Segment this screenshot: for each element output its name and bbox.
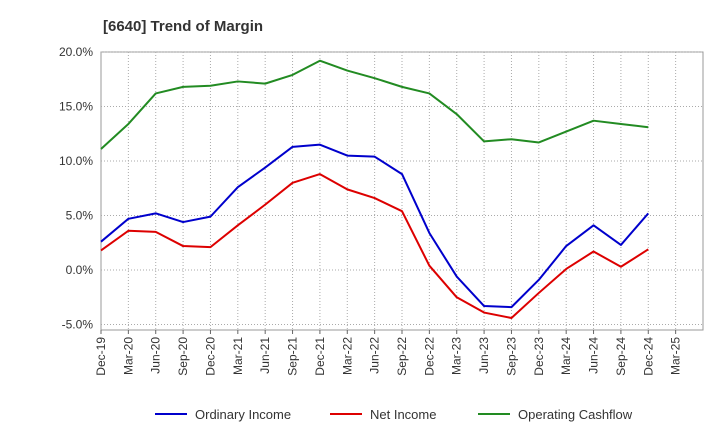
x-tick-label: Dec-20	[203, 337, 217, 376]
x-tick-label: Jun-22	[368, 337, 382, 374]
x-tick-label: Jun-24	[587, 337, 601, 374]
x-tick-label: Mar-22	[340, 337, 354, 375]
y-tick-label: 15.0%	[59, 100, 93, 114]
y-tick-label: 20.0%	[59, 45, 93, 59]
series-line-ordinary-income	[100, 143, 650, 309]
chart-title: [6640] Trend of Margin	[103, 18, 263, 35]
x-axis: Dec-19 Mar-20 Jun-20 Sep-20 Dec-20 Mar-21 Jun-…	[94, 330, 683, 376]
x-tick-label: Dec-19	[94, 337, 108, 376]
x-tick-label: Sep-22	[395, 337, 409, 376]
x-tick-label: Sep-20	[176, 337, 190, 376]
y-tick-label: 0.0%	[66, 263, 94, 277]
legend-label: Net Income	[370, 407, 436, 422]
x-tick-label: Sep-21	[286, 337, 300, 376]
x-tick-label: Dec-24	[641, 337, 655, 376]
x-tick-label: Sep-24	[614, 337, 628, 376]
legend: Ordinary Income Net Income Operating Cashf…	[155, 407, 633, 422]
grid-lines	[101, 51, 703, 330]
x-tick-label: Sep-23	[504, 337, 518, 376]
y-tick-label: 5.0%	[66, 209, 94, 223]
x-tick-label: Mar-25	[669, 337, 683, 375]
series-line-operating-cashflow	[100, 59, 649, 150]
legend-label: Operating Cashflow	[518, 407, 633, 422]
x-tick-label: Mar-24	[559, 337, 573, 375]
x-tick-label: Jun-23	[477, 337, 491, 374]
y-tick-label: -5.0%	[62, 318, 94, 332]
x-tick-label: Mar-21	[231, 337, 245, 375]
series-line-net-income	[100, 173, 649, 320]
x-tick-label: Dec-23	[532, 337, 546, 376]
x-tick-label: Dec-22	[422, 337, 436, 376]
series-lines	[100, 59, 650, 320]
x-tick-label: Jun-20	[149, 337, 163, 374]
legend-label: Ordinary Income	[195, 407, 291, 422]
x-tick-label: Mar-23	[450, 337, 464, 375]
x-tick-label: Dec-21	[313, 337, 327, 376]
x-tick-label: Jun-21	[258, 337, 272, 374]
y-axis: 20.0% 15.0% 10.0% 5.0% 0.0% -5.0%	[59, 45, 93, 332]
y-tick-label: 10.0%	[59, 154, 93, 168]
x-tick-label: Mar-20	[121, 337, 135, 375]
